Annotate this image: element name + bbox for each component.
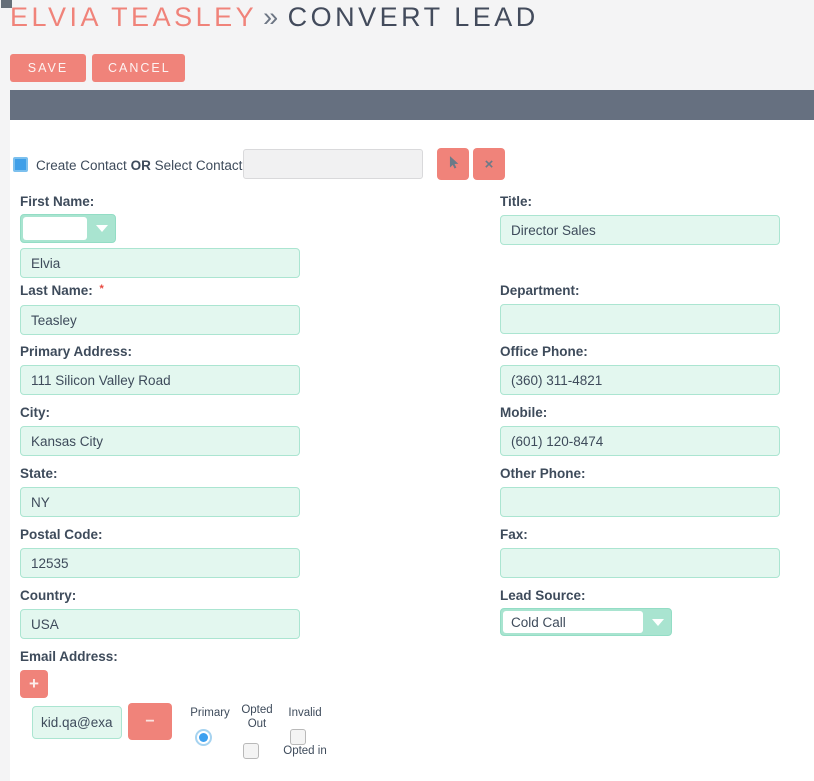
select-contact-label: Create Contact OR Select Contact* bbox=[36, 158, 250, 173]
field-office-phone: Office Phone: bbox=[500, 344, 780, 395]
title-label: Title: bbox=[500, 194, 533, 209]
first-name-input[interactable] bbox=[20, 248, 300, 278]
field-primary-address: Primary Address: bbox=[20, 344, 300, 395]
primary-address-input[interactable] bbox=[20, 365, 300, 395]
department-label: Department: bbox=[500, 283, 580, 298]
postal-code-input[interactable] bbox=[20, 548, 300, 578]
plus-icon: + bbox=[29, 674, 39, 693]
field-mobile: Mobile: bbox=[500, 405, 780, 456]
create-contact-checkbox[interactable] bbox=[13, 157, 28, 172]
minus-icon: − bbox=[145, 712, 155, 730]
corner-chip bbox=[1, 0, 12, 8]
remove-email-button[interactable]: − bbox=[128, 703, 172, 740]
postal-code-label: Postal Code: bbox=[20, 527, 103, 542]
office-phone-label: Office Phone: bbox=[500, 344, 588, 359]
lead-source-dropdown[interactable]: Cold Call bbox=[500, 608, 672, 636]
field-country: Country: bbox=[20, 588, 300, 639]
close-icon: × bbox=[484, 155, 494, 173]
field-email-address: Email Address: + bbox=[20, 649, 300, 698]
email-address-label: Email Address: bbox=[20, 649, 118, 664]
field-postal-code: Postal Code: bbox=[20, 527, 300, 578]
field-first-name: First Name: bbox=[20, 194, 300, 278]
contact-form-panel: Create Contact OR Select Contact* × Firs… bbox=[10, 120, 814, 781]
chevron-down-icon bbox=[645, 609, 671, 635]
select-contact-row: Create Contact OR Select Contact* × bbox=[10, 148, 814, 182]
department-input[interactable] bbox=[500, 304, 780, 334]
city-input[interactable] bbox=[20, 426, 300, 456]
field-fax: Fax: bbox=[500, 527, 780, 578]
fax-label: Fax: bbox=[500, 527, 528, 542]
invalid-flag-label: Invalid bbox=[288, 707, 322, 719]
clear-contact-button[interactable]: × bbox=[473, 148, 505, 180]
last-name-label: Last Name: * bbox=[20, 283, 104, 298]
mobile-input[interactable] bbox=[500, 426, 780, 456]
state-input[interactable] bbox=[20, 487, 300, 517]
lead-name-link[interactable]: ELVIA TEASLEY bbox=[10, 2, 258, 32]
office-phone-input[interactable] bbox=[500, 365, 780, 395]
arrow-cursor-icon bbox=[445, 154, 462, 175]
opted-in-flag-label: Opted in bbox=[283, 745, 327, 757]
other-phone-label: Other Phone: bbox=[500, 466, 586, 481]
field-department: Department: bbox=[500, 283, 780, 334]
select-contact-input[interactable] bbox=[243, 149, 423, 179]
field-other-phone: Other Phone: bbox=[500, 466, 780, 517]
other-phone-input[interactable] bbox=[500, 487, 780, 517]
field-lead-source: Lead Source: Cold Call bbox=[500, 588, 780, 636]
chevron-down-icon bbox=[89, 215, 115, 242]
invalid-checkbox[interactable] bbox=[290, 729, 306, 745]
lead-source-label: Lead Source: bbox=[500, 588, 586, 603]
primary-flag-label: Primary bbox=[190, 707, 230, 719]
lead-source-value: Cold Call bbox=[503, 611, 643, 633]
title-input[interactable] bbox=[500, 215, 780, 245]
cancel-button[interactable]: CANCEL bbox=[92, 54, 185, 82]
field-state: State: bbox=[20, 466, 300, 517]
first-name-label: First Name: bbox=[20, 194, 95, 209]
primary-radio[interactable] bbox=[195, 729, 212, 746]
state-label: State: bbox=[20, 466, 58, 481]
field-last-name: Last Name: * bbox=[20, 283, 300, 335]
salutation-value bbox=[23, 217, 87, 240]
country-input[interactable] bbox=[20, 609, 300, 639]
email-row: − Primary Opted Out Invalid Opted in bbox=[32, 703, 362, 781]
primary-address-label: Primary Address: bbox=[20, 344, 133, 359]
mobile-label: Mobile: bbox=[500, 405, 548, 420]
page-action-title: CONVERT LEAD bbox=[287, 2, 539, 32]
opted-out-flag-label: Opted Out bbox=[241, 704, 273, 730]
last-name-input[interactable] bbox=[20, 305, 300, 335]
opted-out-checkbox[interactable] bbox=[243, 743, 259, 759]
select-record-button[interactable] bbox=[437, 148, 469, 180]
field-city: City: bbox=[20, 405, 300, 456]
salutation-dropdown[interactable] bbox=[20, 214, 116, 243]
save-button[interactable]: SAVE bbox=[10, 54, 86, 82]
city-label: City: bbox=[20, 405, 50, 420]
fax-input[interactable] bbox=[500, 548, 780, 578]
contact-section-header-bar bbox=[10, 90, 814, 120]
breadcrumb-separator: » bbox=[263, 2, 282, 32]
add-email-button[interactable]: + bbox=[20, 670, 48, 698]
email-input[interactable] bbox=[32, 706, 122, 739]
country-label: Country: bbox=[20, 588, 77, 603]
page-title: ELVIA TEASLEY» CONVERT LEAD bbox=[10, 2, 539, 33]
field-title: Title: bbox=[500, 194, 780, 245]
required-asterisk: * bbox=[99, 283, 104, 295]
